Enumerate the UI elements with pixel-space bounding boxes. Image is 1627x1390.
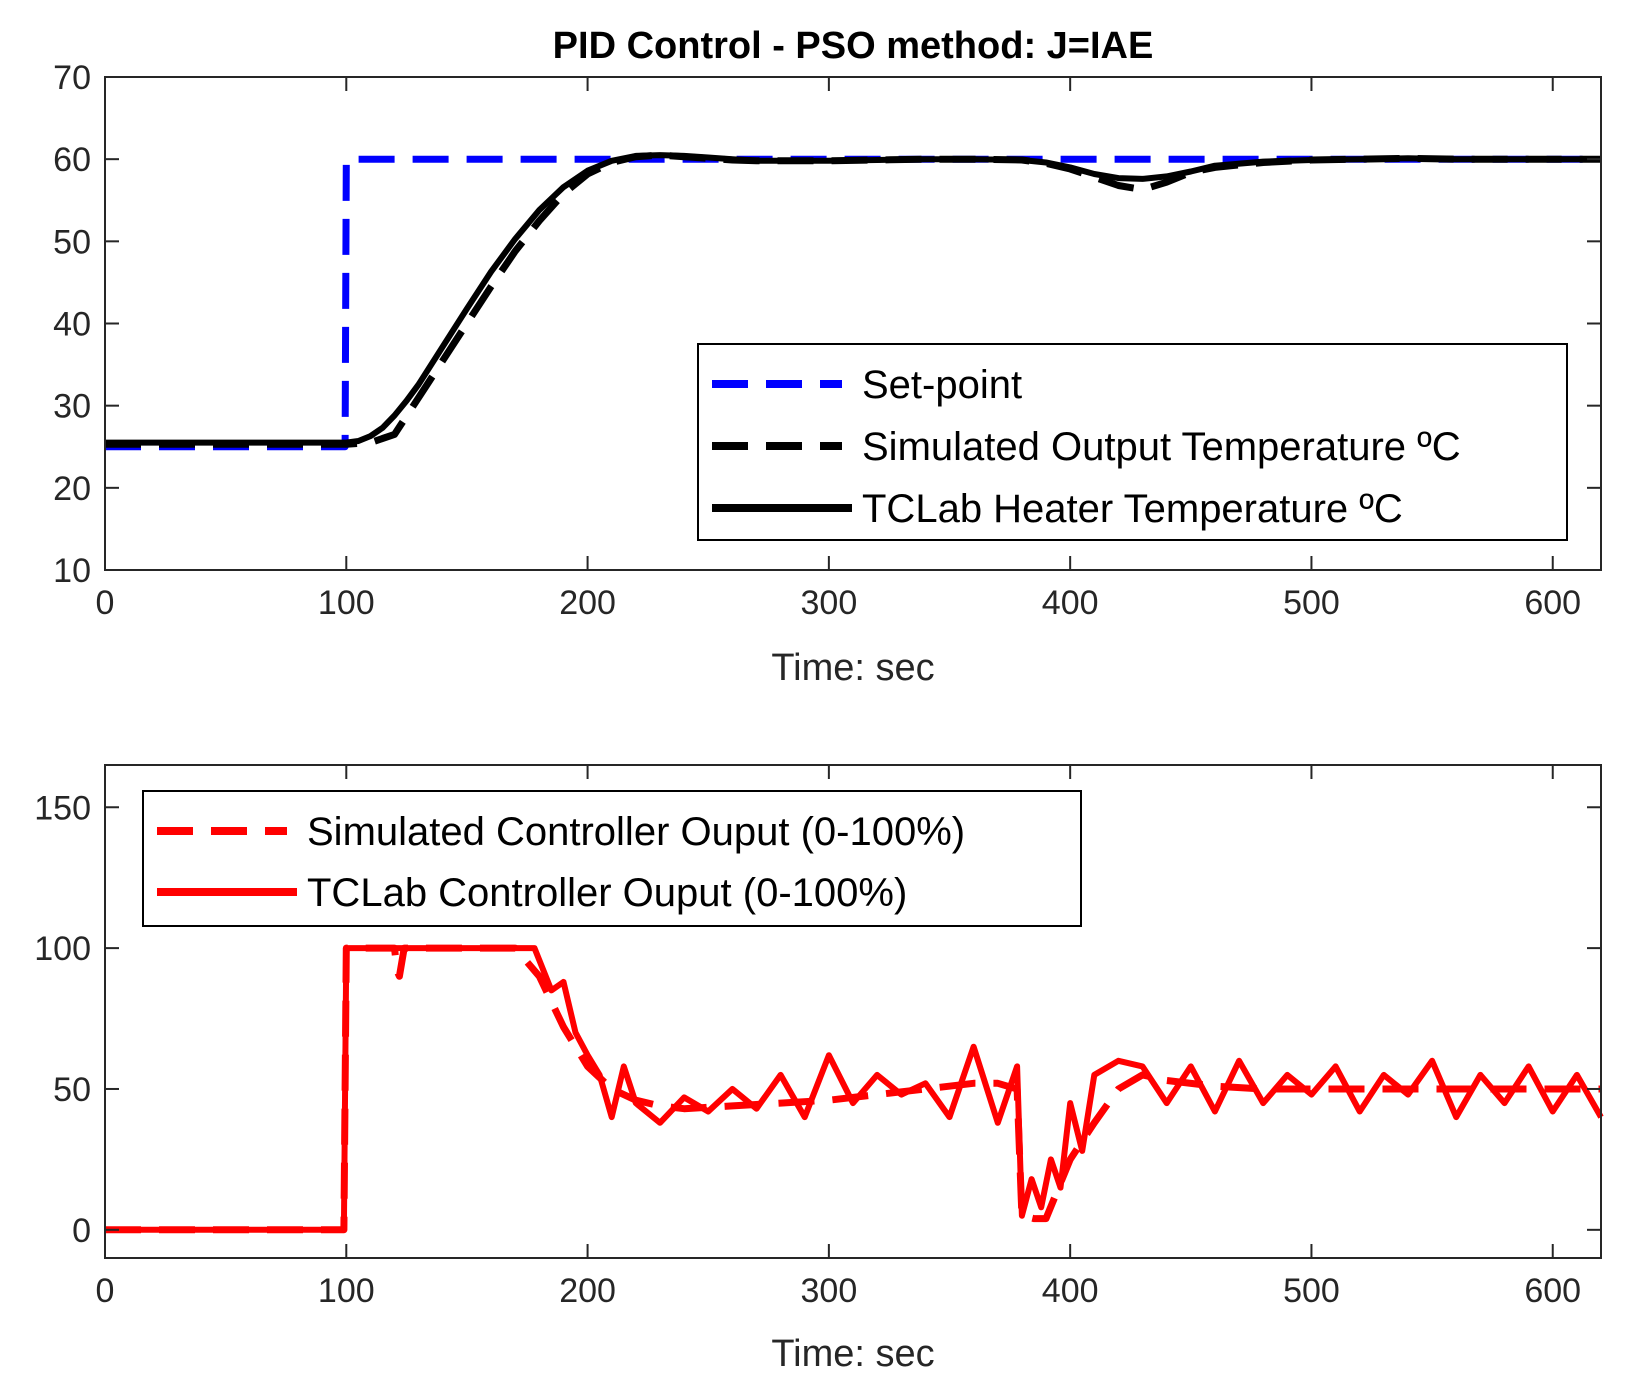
- controller-x-tick-label: 200: [559, 1272, 616, 1310]
- legend-label-simulated-temperature: Simulated Output Temperature ºC: [862, 425, 1461, 469]
- temperature-y-tick-label: 50: [53, 223, 91, 261]
- controller-legend-box: [142, 790, 1082, 927]
- controller-y-tick-label: 100: [34, 930, 91, 968]
- legend-label-set-point: Set-point: [862, 363, 1022, 407]
- controller-x-tick-label: 300: [801, 1272, 858, 1310]
- legend-label-simulated-controller: Simulated Controller Ouput (0-100%): [307, 810, 965, 854]
- temperature-x-tick-label: 100: [318, 584, 375, 622]
- temperature-y-tick-label: 70: [53, 59, 91, 97]
- chart-title: PID Control - PSO method: J=IAE: [553, 25, 1154, 67]
- controller-output-subplot: 0 100 200 300 400 500 600 0 50 100 150 Time: sec S…: [34, 764, 1604, 1375]
- controller-x-tick-label: 600: [1524, 1272, 1581, 1310]
- series-line-tclab-controller-ouput-0-100: [105, 945, 1604, 1233]
- controller-x-tick-label: 100: [318, 1272, 375, 1310]
- temperature-x-axis-label: Time: sec: [771, 647, 934, 689]
- controller-x-tick-label: 500: [1283, 1272, 1340, 1310]
- temperature-x-tick-label: 200: [559, 584, 616, 622]
- temperature-subplot: PID Control - PSO method: J=IAE 0 100 200 3…: [53, 25, 1602, 689]
- controller-legend: Simulated Controller Ouput (0-100%) TCLa…: [142, 790, 1082, 927]
- controller-y-tick-label: 150: [34, 789, 91, 827]
- temperature-y-tick-label: 10: [53, 552, 91, 590]
- controller-x-tick-label: 0: [96, 1272, 115, 1310]
- temperature-x-tick-label: 500: [1283, 584, 1340, 622]
- controller-plot-frame: [104, 764, 1602, 1259]
- controller-x-tick-label: 400: [1042, 1272, 1099, 1310]
- temperature-x-tick-label: 600: [1524, 584, 1581, 622]
- temperature-x-tick-label: 300: [801, 584, 858, 622]
- temperature-y-tick-label: 60: [53, 141, 91, 179]
- temperature-x-tick-label: 400: [1042, 584, 1099, 622]
- legend-label-tclab-controller: TCLab Controller Ouput (0-100%): [307, 871, 907, 915]
- series-line-tclab-heater-temperature-c: [105, 152, 1601, 446]
- temperature-y-tick-label: 20: [53, 470, 91, 508]
- temperature-y-tick-label: 30: [53, 388, 91, 426]
- controller-x-axis-label: Time: sec: [771, 1333, 934, 1375]
- temperature-legend: Set-point Simulated Output Temperature º…: [697, 343, 1568, 541]
- controller-y-tick-label: 50: [53, 1071, 91, 1109]
- controller-y-tick-label: 0: [72, 1212, 91, 1250]
- legend-label-tclab-temperature: TCLab Heater Temperature ºC: [862, 487, 1403, 531]
- temperature-x-tick-label: 0: [96, 584, 115, 622]
- temperature-y-tick-label: 40: [53, 306, 91, 344]
- temperature-plot-frame: [104, 76, 1602, 571]
